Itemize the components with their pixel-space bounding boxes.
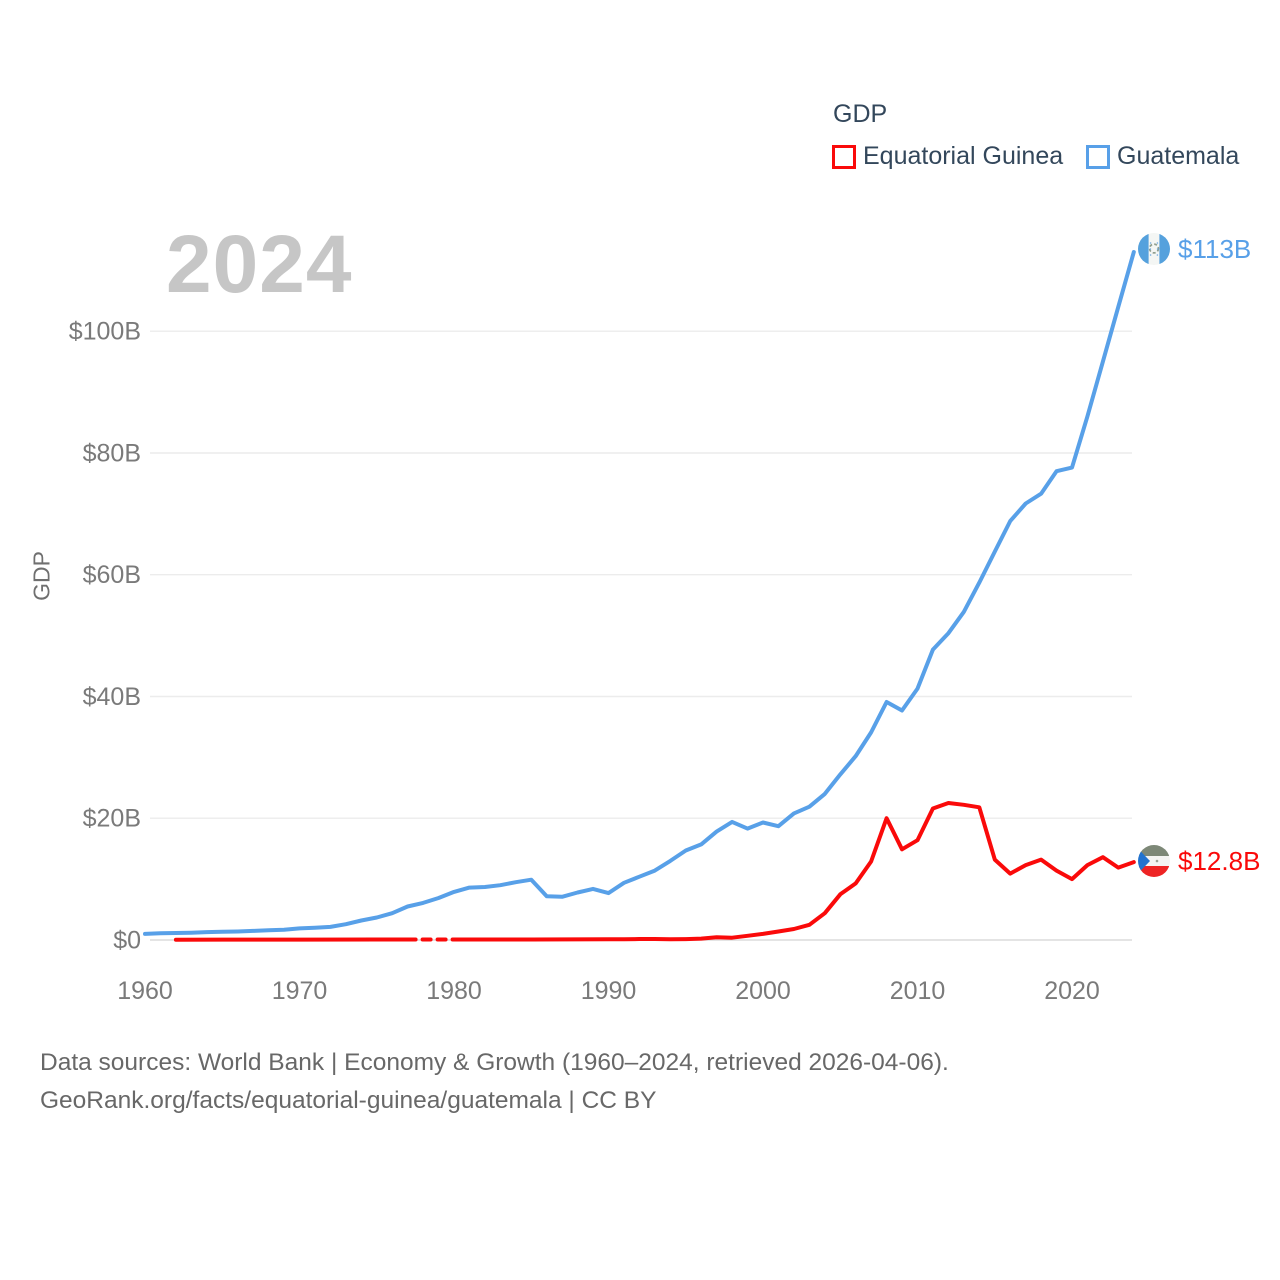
guatemala-flag-icon	[1138, 233, 1170, 265]
series-line-guatemala[interactable]	[143, 250, 1136, 936]
x-tick-label: 1960	[117, 977, 173, 1005]
legend-item-guatemala[interactable]: Guatemala	[1086, 142, 1239, 171]
legend-item-equatorial-guinea[interactable]: Equatorial Guinea	[832, 142, 1063, 171]
data-sources-line: Data sources: World Bank | Economy & Gro…	[40, 1049, 949, 1076]
y-tick-label: $80B	[83, 440, 141, 468]
y-tick-label: $60B	[83, 561, 141, 589]
equatorial-guinea-flag-icon	[1138, 845, 1170, 877]
guatemala-end-value: $113B	[1178, 233, 1252, 264]
guatemala-swatch-icon	[1086, 144, 1110, 169]
x-tick-label: 2000	[735, 977, 791, 1005]
equatorial-guinea-end-label: $12.8B	[1138, 845, 1260, 877]
y-tick-label: $0	[113, 927, 141, 955]
legend-label: Equatorial Guinea	[863, 142, 1064, 170]
x-tick-label: 2020	[1044, 977, 1100, 1005]
footer-attribution: Data sources: World Bank | Economy & Gro…	[40, 1044, 949, 1120]
source-url-line: GeoRank.org/facts/equatorial-guinea/guat…	[40, 1087, 657, 1114]
y-tick-label: $100B	[69, 318, 141, 346]
plot-area: $0 $20B $40B $60B $80B $100B 1960 1970 1980 1990 2…	[69, 250, 1136, 1005]
x-tick-label: 1970	[272, 977, 328, 1005]
equatorial-guinea-swatch-icon	[832, 144, 856, 169]
equatorial-guinea-end-value: $12.8B	[1178, 845, 1261, 876]
x-tick-label: 1990	[581, 977, 637, 1005]
legend-label: Guatemala	[1117, 142, 1240, 170]
y-tick-label: $20B	[83, 805, 141, 833]
x-tick-label: 1980	[426, 977, 482, 1005]
year-watermark: 2024	[166, 219, 353, 310]
guatemala-end-label: $113B	[1138, 233, 1251, 265]
series-line-equatorial-guinea[interactable]	[452, 801, 1136, 942]
x-tick-label: 2010	[890, 977, 946, 1005]
y-tick-label: $40B	[83, 683, 141, 711]
legend-title: GDP	[833, 100, 888, 128]
